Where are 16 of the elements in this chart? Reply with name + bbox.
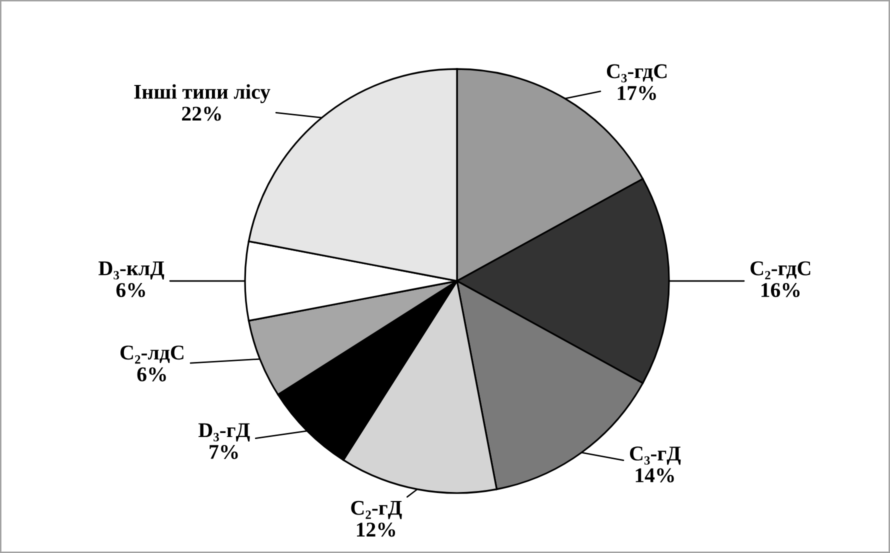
data-label: 6% <box>137 367 166 382</box>
data-label: 7% <box>210 444 238 460</box>
data-label: 17% <box>618 86 656 100</box>
data-label: 6% <box>116 283 145 298</box>
slice-label: D₃-клД <box>98 261 164 280</box>
slice-label: C₂-гД <box>351 500 402 520</box>
slice-label: C₂-гдС <box>750 261 810 280</box>
slice-label: C₃-гдС <box>606 64 667 82</box>
slice-label: C₂-лдС <box>120 346 184 364</box>
data-label: 22% <box>182 106 221 121</box>
data-label: 14% <box>636 468 674 482</box>
data-label: 16% <box>762 283 800 298</box>
slice-label: D₃-гД <box>198 423 250 442</box>
slice-label: C₃-гД <box>630 446 681 465</box>
slice-label: Інші типи лісу <box>134 84 270 104</box>
data-label: 12% <box>357 522 396 537</box>
